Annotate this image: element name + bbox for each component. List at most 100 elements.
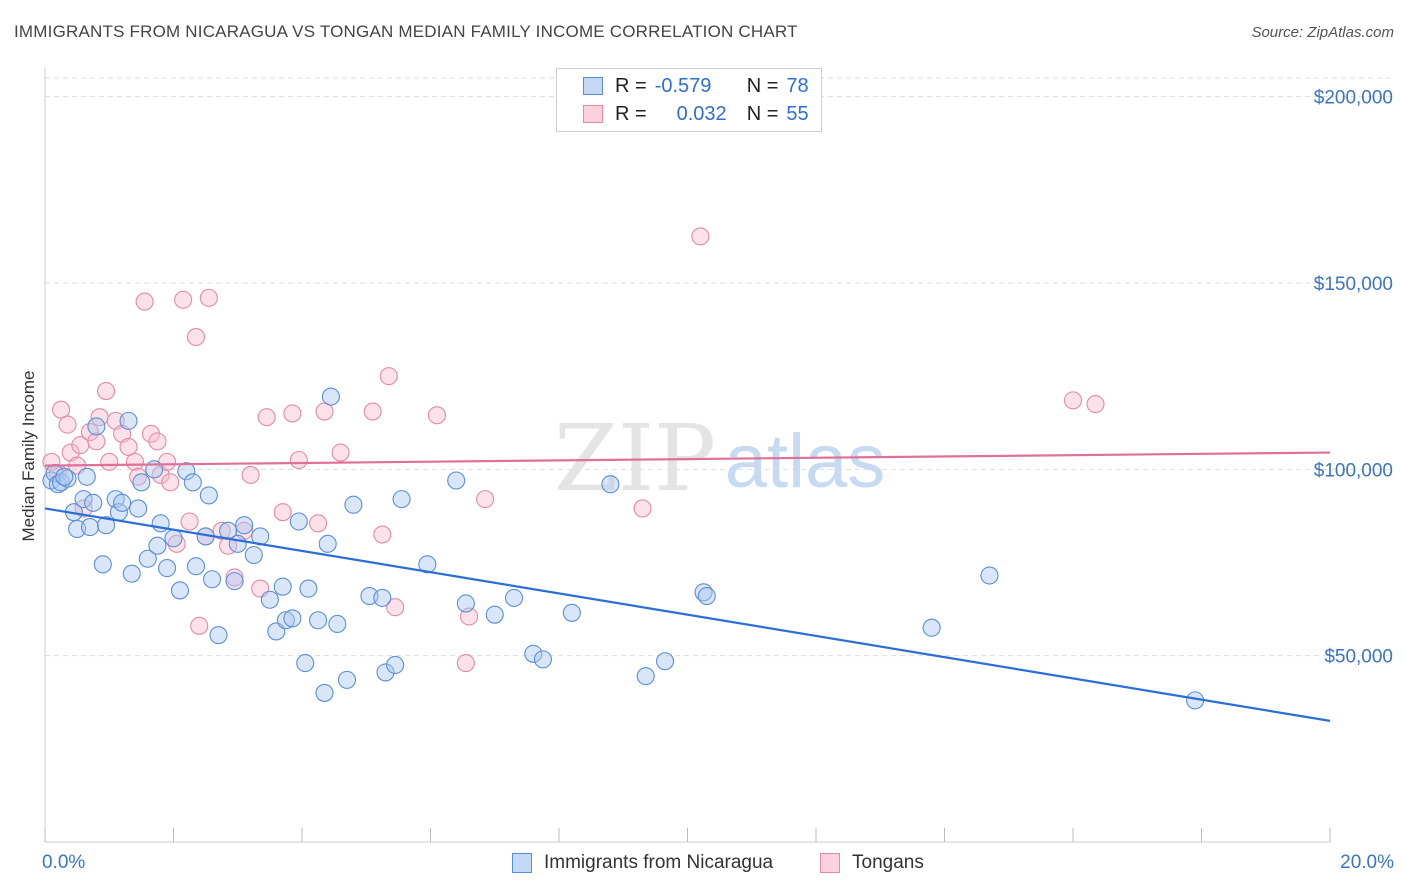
y-tick-label: $50,000	[1324, 647, 1393, 668]
data-point	[174, 290, 193, 309]
data-point	[148, 432, 167, 451]
legend-n-label: N =	[746, 74, 779, 97]
y-tick-label: $200,000	[1314, 88, 1393, 109]
legend-row-tongans: R = 0.032 N = 55	[583, 101, 809, 127]
data-point	[636, 667, 655, 686]
data-point	[321, 387, 340, 406]
data-point	[244, 545, 263, 565]
data-point	[655, 652, 675, 671]
legend-r-label: R =	[615, 74, 647, 97]
data-point	[289, 512, 308, 531]
data-point	[328, 614, 347, 634]
data-point	[141, 424, 161, 443]
data-point	[485, 605, 504, 624]
data-point	[633, 499, 652, 518]
data-point	[386, 655, 405, 675]
data-point	[601, 475, 620, 494]
legend-n-label: N =	[746, 102, 779, 125]
x-tick-label-max: 20.0%	[1340, 852, 1394, 873]
data-point	[125, 452, 144, 471]
data-point	[186, 557, 206, 576]
data-point	[283, 404, 302, 423]
y-tick-label: $100,000	[1314, 460, 1393, 481]
data-point	[456, 654, 475, 673]
series-legend-nicaragua: Immigrants from Nicaragua	[512, 852, 773, 874]
data-point	[164, 529, 183, 548]
data-point	[170, 581, 189, 600]
data-point	[177, 462, 196, 481]
data-point	[106, 411, 125, 430]
data-point	[100, 452, 119, 471]
data-point	[309, 514, 328, 533]
data-point	[392, 490, 411, 509]
data-point	[296, 654, 315, 673]
legend-r-value: 0.032	[676, 102, 727, 125]
data-point	[315, 402, 334, 421]
data-point	[373, 588, 392, 607]
data-point	[283, 609, 302, 628]
data-point	[84, 493, 103, 512]
data-point	[228, 534, 247, 553]
data-point	[344, 495, 363, 514]
legend-n-value: 55	[786, 102, 809, 125]
data-point	[48, 475, 67, 494]
data-point	[55, 467, 74, 486]
data-point	[93, 555, 112, 574]
data-point	[476, 490, 495, 509]
data-point	[257, 408, 276, 427]
data-point	[225, 572, 244, 591]
data-point	[158, 559, 177, 578]
data-point	[922, 618, 941, 637]
data-point	[235, 516, 254, 535]
trend-line-tongans	[44, 451, 1331, 467]
data-point	[74, 490, 93, 509]
series-legend-label: Immigrants from Nicaragua	[544, 852, 774, 873]
data-point	[235, 521, 254, 540]
data-point	[373, 525, 392, 544]
data-point	[980, 566, 999, 585]
data-point	[132, 473, 151, 492]
legend-r-label: R =	[615, 102, 647, 125]
data-point	[209, 626, 228, 645]
data-point	[273, 577, 292, 596]
data-point	[691, 227, 710, 246]
data-point	[309, 611, 328, 630]
data-point	[504, 588, 524, 607]
watermark: ZIP atlas	[554, 405, 885, 512]
data-point	[427, 406, 446, 425]
data-point	[129, 499, 148, 518]
data-point	[122, 564, 141, 583]
data-point	[697, 586, 716, 606]
data-point	[337, 670, 357, 689]
data-point	[386, 598, 405, 617]
data-point	[212, 521, 231, 540]
data-point	[135, 292, 154, 311]
data-point	[80, 518, 100, 537]
data-point	[260, 590, 279, 609]
data-point	[376, 663, 395, 682]
data-point	[273, 503, 292, 522]
data-point	[199, 486, 218, 505]
data-point	[190, 616, 209, 635]
x-tick-label-min: 0.0%	[42, 852, 86, 873]
data-point	[533, 650, 552, 669]
data-point	[87, 417, 106, 436]
data-point	[562, 603, 581, 622]
data-point	[447, 471, 466, 490]
data-point	[456, 594, 475, 613]
data-point	[96, 516, 116, 535]
data-point	[148, 536, 167, 555]
data-point	[315, 683, 334, 702]
data-point	[1063, 391, 1083, 410]
correlation-legend: R = -0.579 N = 78 R = 0.032 N = 55	[556, 68, 822, 132]
gridlines	[45, 77, 1395, 657]
data-point	[318, 534, 337, 553]
legend-n-value: 78	[786, 74, 809, 97]
data-point	[363, 402, 382, 421]
data-point	[77, 467, 96, 486]
y-axis-label: Median Family Income	[19, 370, 38, 541]
series-swatch-blue	[512, 853, 532, 873]
data-point	[161, 473, 180, 492]
data-point	[58, 469, 77, 488]
